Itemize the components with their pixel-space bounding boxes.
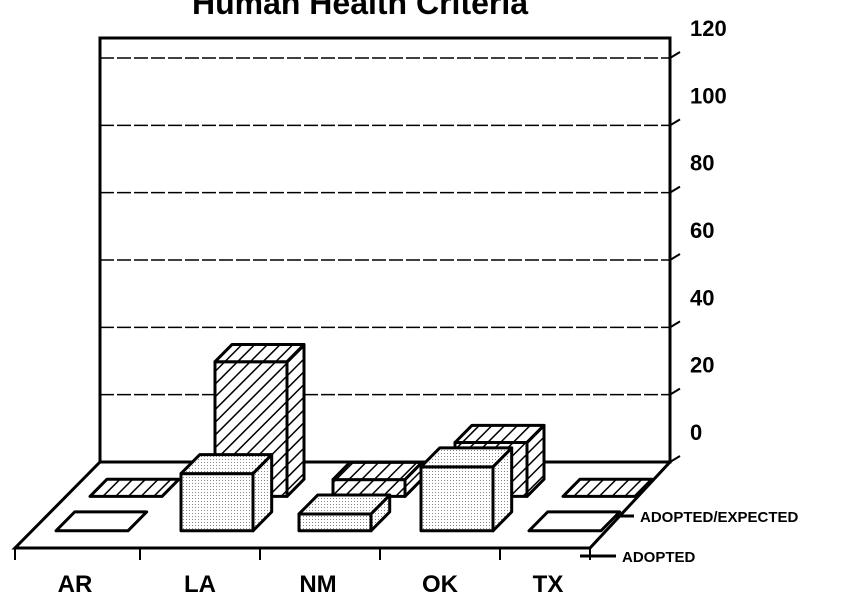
bar-top: [419, 446, 514, 469]
bar: [419, 446, 514, 533]
bar-top: [453, 423, 546, 445]
bar: [297, 493, 392, 533]
y-tick-label: 80: [690, 151, 714, 176]
y-tick-label: 0: [690, 420, 702, 445]
y-tick: [669, 185, 681, 194]
bar: [54, 510, 149, 533]
bar: [527, 510, 622, 533]
y-tick-label: 60: [690, 218, 714, 243]
bar-top: [331, 460, 424, 482]
bar-top: [561, 477, 654, 498]
x-tick-label: LA: [184, 571, 216, 596]
bar: [331, 460, 424, 498]
bar-top: [54, 510, 149, 533]
legend-label: ADOPTED/EXPECTED: [640, 509, 799, 526]
legend-label: ADOPTED: [622, 549, 696, 566]
bar-top: [527, 510, 622, 533]
bar-side: [285, 343, 306, 498]
x-tick-label: AR: [58, 571, 93, 596]
bar-front: [179, 472, 255, 533]
bar-top: [213, 343, 306, 364]
bar: [88, 477, 181, 498]
bar-top: [297, 493, 392, 516]
x-tick-label: OK: [422, 571, 459, 596]
y-tick-label: 20: [690, 353, 714, 378]
bar: [179, 453, 274, 533]
back-wall: [98, 36, 672, 464]
x-tick-label: NM: [299, 571, 336, 596]
bar-front: [419, 465, 495, 533]
y-tick: [669, 51, 681, 59]
y-tick: [669, 455, 681, 463]
y-tick: [669, 253, 681, 261]
x-tick-label: TX: [533, 571, 564, 596]
y-tick: [669, 320, 681, 329]
bar-front: [297, 512, 373, 533]
chart-title: Human Health Criteria: [192, 0, 528, 21]
y-tick: [669, 387, 681, 396]
y-tick-label: 40: [690, 285, 714, 310]
y-tick-label: 100: [690, 83, 727, 108]
bar-top: [88, 477, 181, 498]
y-tick: [669, 118, 681, 127]
bar: [561, 477, 654, 498]
bar-top: [179, 453, 274, 476]
y-tick-label: 120: [690, 16, 727, 41]
